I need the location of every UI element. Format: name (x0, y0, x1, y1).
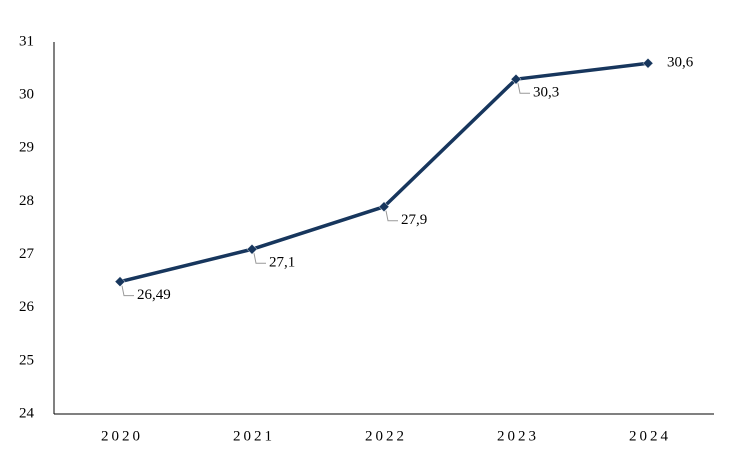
x-tick-label: 2024 (629, 428, 671, 444)
leader-line (253, 253, 266, 264)
data-label: 26,49 (137, 287, 171, 303)
x-tick-label: 2023 (497, 428, 539, 444)
y-tick-label: 28 (19, 193, 34, 209)
x-tick-label: 2022 (365, 428, 407, 444)
marker (510, 73, 522, 85)
data-label: 30,3 (533, 85, 559, 101)
leader-line (385, 210, 398, 222)
y-tick-label: 30 (19, 87, 34, 103)
y-tick-label: 27 (19, 246, 35, 262)
marker (246, 243, 258, 255)
marker (642, 57, 654, 69)
leader-line (517, 83, 530, 94)
data-label: 30,6 (667, 55, 694, 71)
leader-line (121, 285, 134, 297)
marker (114, 276, 126, 288)
x-tick-label: 2021 (233, 428, 275, 444)
marker (378, 201, 390, 213)
y-tick-label: 25 (19, 352, 34, 368)
line (119, 61, 649, 284)
x-tick-label: 2020 (101, 428, 143, 444)
y-tick-label: 24 (19, 405, 35, 421)
data-label: 27,1 (269, 255, 295, 271)
y-tick-label: 31 (19, 33, 34, 49)
y-tick-label: 29 (19, 140, 34, 156)
y-tick-label: 26 (19, 299, 35, 315)
data-label: 27,9 (401, 212, 427, 228)
